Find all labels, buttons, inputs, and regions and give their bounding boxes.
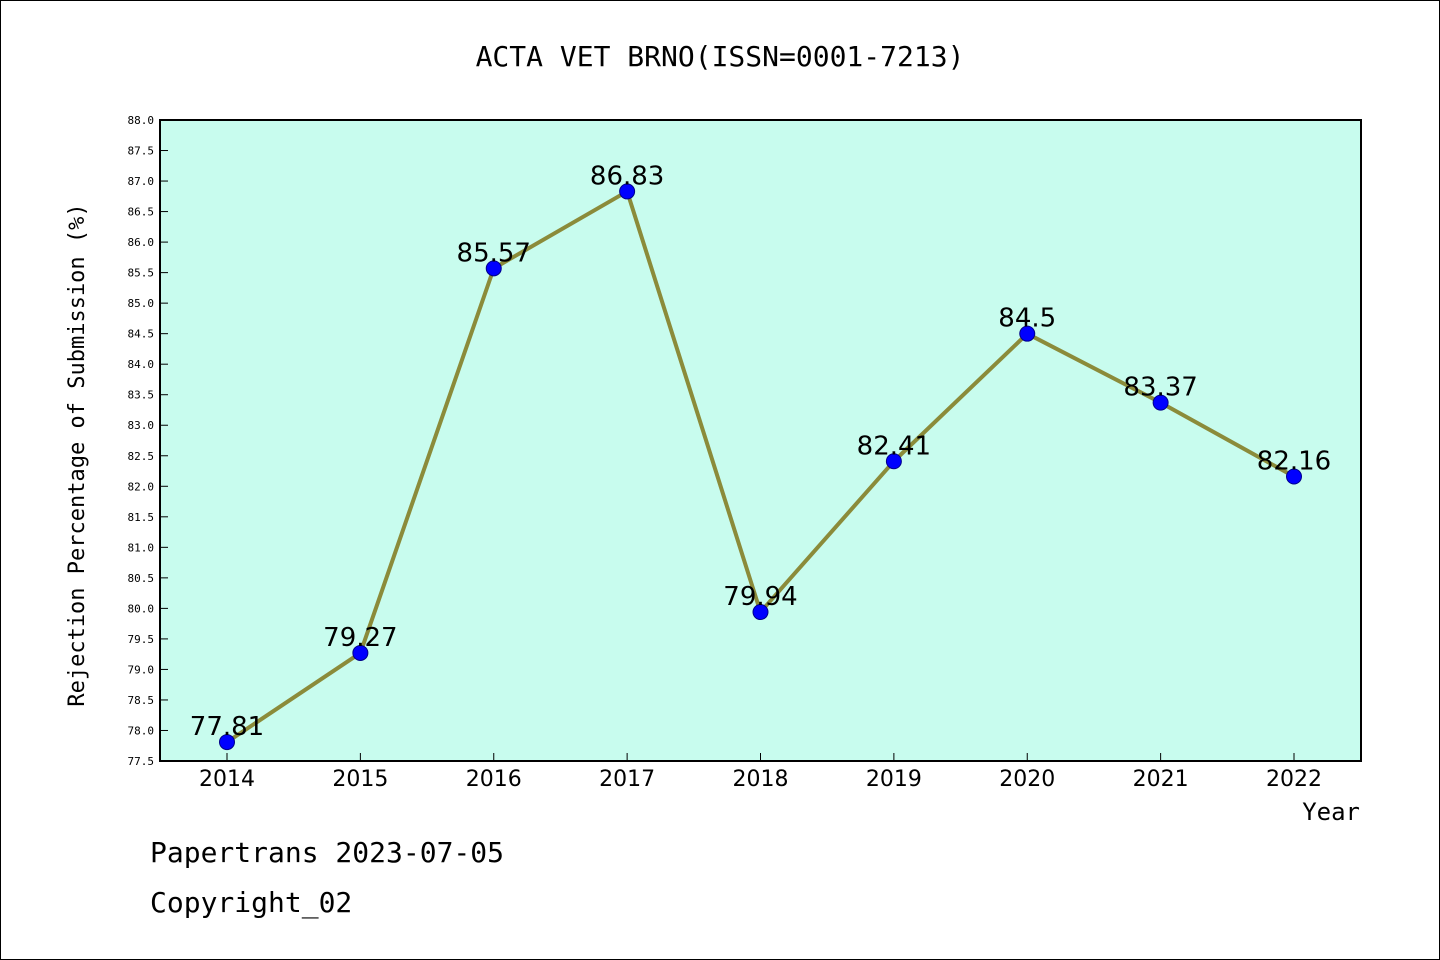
y-tick-label: 81.5 — [128, 511, 155, 524]
data-point — [352, 644, 369, 661]
x-tick-label: 2017 — [599, 767, 655, 792]
x-tick-label: 2020 — [999, 767, 1055, 792]
data-point — [1019, 325, 1036, 342]
markers-group — [219, 183, 1302, 751]
x-axis: 2014 2015 2016 2017 2018 2019 2020 2021 2022 — [199, 753, 1322, 792]
data-label: 82.16 — [1257, 447, 1331, 477]
footer-credit: Papertrans 2023-07-05 — [150, 836, 505, 869]
x-axis-label: Year — [1302, 798, 1360, 826]
data-point — [619, 183, 636, 200]
data-labels-group: 77.81 79.27 85.57 86.83 79.94 82.41 84.5 83.37 8… — [190, 161, 1331, 742]
data-label: 83.37 — [1123, 373, 1197, 403]
y-tick-label: 87.5 — [128, 145, 155, 158]
y-tick-label: 82.0 — [128, 480, 155, 493]
x-tick-label: 2019 — [866, 767, 922, 792]
y-tick-label: 87.0 — [128, 175, 155, 188]
data-label: 82.41 — [857, 431, 931, 461]
y-tick-label: 85.0 — [128, 297, 155, 310]
x-tick-label: 2022 — [1266, 767, 1322, 792]
footer-copyright: Copyright_02 — [150, 886, 353, 919]
data-point — [752, 604, 769, 621]
y-tick-label: 86.5 — [128, 206, 155, 219]
x-tick-label: 2016 — [466, 767, 522, 792]
y-tick-label: 83.5 — [128, 389, 155, 402]
y-tick-label: 86.0 — [128, 236, 155, 249]
y-tick-label: 83.0 — [128, 419, 155, 432]
y-tick-label: 88.0 — [128, 114, 155, 127]
y-axis-label: Rejection Percentage of Submission (%) — [65, 203, 90, 706]
y-tick-label: 78.5 — [128, 694, 155, 707]
y-tick-label: 77.5 — [128, 755, 155, 768]
y-tick-label: 85.5 — [128, 267, 155, 280]
data-label: 84.5 — [998, 304, 1056, 334]
y-tick-label: 80.5 — [128, 572, 155, 585]
y-tick-label: 84.0 — [128, 358, 155, 371]
y-tick-label: 82.5 — [128, 450, 155, 463]
data-point — [885, 453, 902, 470]
data-point — [485, 260, 502, 277]
data-label: 79.27 — [323, 623, 397, 653]
y-tick-label: 81.0 — [128, 541, 155, 554]
data-point — [1152, 394, 1169, 411]
x-tick-label: 2015 — [332, 767, 388, 792]
y-tick-label: 80.0 — [128, 602, 155, 615]
y-axis: 77.5 78.0 78.5 79.0 79.5 80.0 80.5 81.0 81.5 82.0… — [128, 114, 168, 768]
data-label: 86.83 — [590, 161, 664, 191]
x-tick-label: 2021 — [1133, 767, 1189, 792]
chart-title: ACTA VET BRNO(ISSN=0001-7213) — [476, 40, 965, 73]
data-label: 77.81 — [190, 712, 264, 742]
data-point — [219, 734, 235, 751]
x-tick-label: 2014 — [199, 767, 255, 792]
data-point — [1286, 468, 1302, 485]
y-tick-label: 78.0 — [128, 724, 155, 737]
data-label: 85.57 — [457, 238, 531, 268]
data-label: 79.94 — [723, 582, 797, 612]
y-tick-label: 79.0 — [128, 663, 155, 676]
y-tick-label: 79.5 — [128, 633, 155, 646]
x-tick-label: 2018 — [733, 767, 789, 792]
y-tick-label: 84.5 — [128, 328, 155, 341]
